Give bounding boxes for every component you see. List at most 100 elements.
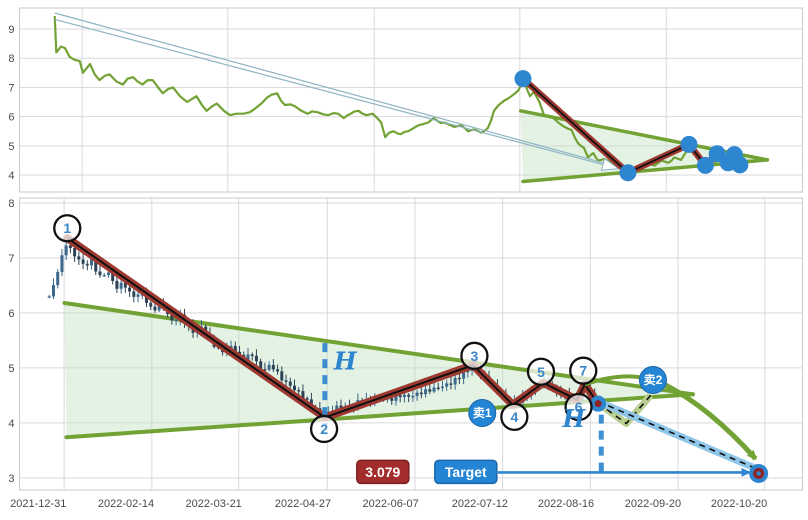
candle-body	[457, 377, 461, 380]
candle-body	[250, 354, 254, 356]
candle-body	[297, 390, 301, 392]
candle-body	[174, 319, 178, 322]
candle-body	[60, 255, 64, 272]
pivot-dot	[619, 164, 637, 182]
y-tick-label: 3	[8, 473, 14, 485]
candle-body	[415, 392, 419, 397]
pivot-circle-1	[53, 214, 82, 243]
target-value-badge[interactable]	[356, 459, 410, 485]
candle-body	[149, 302, 153, 307]
pivot-dot	[731, 156, 749, 174]
candle-body	[246, 354, 250, 361]
candle-body	[407, 394, 411, 397]
x-tick-label: 2021-12-31	[10, 498, 66, 510]
sell2-badge-text: 卖2	[644, 372, 663, 387]
candle-body	[284, 380, 288, 382]
candle-body	[123, 282, 127, 288]
candle-body	[64, 245, 68, 256]
x-tick-label: 2022-09-20	[625, 498, 681, 510]
candle-body	[305, 398, 309, 400]
trend-channel-line	[54, 18, 619, 170]
y-tick-label: 7	[8, 253, 14, 265]
candle-body	[94, 258, 98, 272]
candle-body	[259, 361, 263, 370]
candle-body	[170, 314, 174, 321]
candle-body	[436, 387, 440, 390]
pivot-number-5: 5	[537, 364, 545, 380]
y-tick-label: 5	[8, 141, 14, 153]
candle-body	[115, 280, 119, 289]
candle-body	[276, 369, 280, 372]
candle-body	[411, 396, 415, 398]
pivot-circle-4	[500, 402, 529, 432]
candle-body	[453, 377, 457, 385]
candle-body	[132, 291, 136, 297]
candle-body	[68, 245, 72, 249]
pivot-dot	[514, 70, 532, 88]
pivot-dot	[680, 135, 698, 153]
candle-body	[229, 345, 233, 348]
candle-body	[119, 282, 123, 289]
candle-body	[390, 398, 394, 401]
candle-body	[90, 258, 94, 266]
pivot-number-6: 6	[575, 399, 583, 415]
candle-body	[267, 364, 271, 370]
candle-body	[288, 381, 292, 386]
x-tick-label: 2022-08-16	[538, 498, 594, 510]
y-tick-label: 5	[8, 363, 14, 375]
candle-body	[398, 395, 402, 398]
candle-body	[102, 275, 106, 277]
projection-decline-core	[597, 400, 757, 470]
pivot-number-1: 1	[63, 220, 71, 236]
pivot-dot	[696, 156, 714, 174]
candle-body	[449, 383, 453, 385]
x-tick-label: 2022-10-20	[711, 498, 767, 510]
candle-body	[136, 294, 140, 297]
curve-to-target	[664, 382, 758, 461]
candle-body	[81, 259, 85, 264]
candle-body	[424, 389, 428, 395]
candle-body	[428, 389, 432, 392]
candle-body	[106, 272, 110, 276]
candle-body	[157, 304, 161, 311]
candle-body	[73, 248, 77, 257]
candle-body	[462, 372, 466, 379]
target-value-text: 3.079	[365, 464, 400, 480]
pivot-circle-5	[526, 357, 556, 386]
pivot-number-4: 4	[510, 409, 518, 425]
x-tick-label: 2022-06-07	[363, 498, 419, 510]
y-tick-label: 4	[8, 170, 14, 182]
pivot-number-2: 2	[320, 421, 328, 437]
candle-body	[394, 395, 398, 401]
candle-body	[301, 391, 305, 399]
h-label-2: H	[562, 404, 587, 433]
candle-body	[56, 271, 60, 286]
candle-body	[440, 386, 444, 389]
pivot-circle-3	[460, 341, 489, 370]
sell1-badge[interactable]	[468, 399, 497, 428]
candle-body	[98, 271, 102, 276]
y-tick-label: 6	[8, 112, 14, 124]
target-label-text: Target	[445, 464, 487, 480]
x-tick-label: 2022-03-21	[186, 498, 242, 510]
pivot-number-7: 7	[579, 363, 587, 379]
last-price-dot-center	[594, 400, 602, 408]
candle-body	[445, 383, 449, 387]
candle-body	[145, 294, 149, 303]
candle-body	[263, 369, 267, 371]
x-tick-label: 2022-02-14	[98, 498, 154, 510]
candle-body	[339, 405, 343, 409]
candle-body	[271, 364, 275, 370]
wedge-upper-trendline	[518, 109, 770, 162]
sell2-badge[interactable]	[638, 366, 667, 395]
candle-body	[77, 256, 81, 260]
candle-body	[335, 405, 339, 411]
projection-bounce-core	[597, 394, 652, 425]
target-label-badge[interactable]	[434, 459, 498, 485]
channel-target-arrow	[600, 157, 620, 171]
candle-body	[292, 385, 296, 391]
candle-body	[466, 370, 470, 373]
pivot-circle-7	[569, 356, 598, 385]
